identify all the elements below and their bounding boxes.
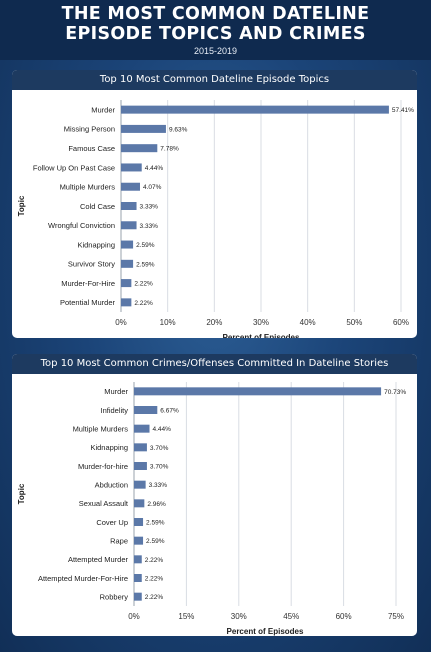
bar (134, 574, 142, 582)
crimes-chart-title: Top 10 Most Common Crimes/Offenses Commi… (12, 354, 417, 374)
x-axis-title: Percent of Episodes (227, 627, 304, 636)
value-label: 2.22% (134, 281, 153, 288)
bar (121, 240, 134, 249)
x-tick-label: 60% (393, 318, 409, 327)
bar (134, 406, 158, 414)
bar (121, 105, 389, 114)
x-tick-label: 0% (115, 318, 127, 327)
category-label: Survivor Story (68, 260, 115, 269)
value-label: 57.41% (392, 107, 414, 114)
value-label: 3.33% (149, 482, 168, 489)
bar (121, 124, 166, 133)
x-tick-label: 10% (160, 318, 176, 327)
crimes-bar-chart: 0% 15% 30% 45% 60% 75% Murder 70.73% Infidelity 6… (17, 382, 406, 636)
bar (134, 480, 146, 489)
category-label: Kidnapping (77, 240, 115, 249)
value-label: 2.59% (146, 538, 165, 545)
value-label: 4.44% (145, 165, 164, 172)
bar (134, 536, 144, 545)
page-subtitle: 2015-2019 (193, 46, 238, 56)
category-label: Murder (91, 105, 115, 114)
category-label: Abduction (95, 480, 128, 489)
value-label: 6.67% (160, 408, 179, 415)
category-label: Potential Murder (60, 298, 116, 307)
category-label: Infidelity (100, 406, 128, 415)
x-tick-label: 50% (346, 318, 362, 327)
bar (134, 555, 142, 564)
page-header: THE MOST COMMON DATELINE EPISODE TOPICS … (0, 0, 431, 60)
bar (134, 592, 142, 601)
value-label: 2.59% (136, 242, 155, 249)
x-tick-label: 0% (128, 612, 140, 621)
bar (134, 424, 150, 433)
bar (134, 499, 145, 508)
category-label: Murder (104, 387, 128, 396)
x-tick-label: 30% (253, 318, 269, 327)
bar (121, 144, 158, 153)
value-label: 9.63% (169, 126, 188, 133)
value-label: 3.70% (150, 445, 169, 452)
bar (134, 462, 147, 470)
bar (121, 221, 137, 230)
value-label: 3.33% (140, 223, 159, 230)
category-label: Attempted Murder (68, 555, 129, 564)
value-label: 2.22% (145, 576, 164, 583)
bar (134, 387, 382, 396)
page-title-line1: THE MOST COMMON DATELINE (61, 4, 370, 24)
bar (121, 259, 134, 268)
category-label: Cold Case (80, 202, 115, 211)
value-label: 4.07% (143, 184, 162, 191)
bar (121, 279, 132, 288)
bar (121, 202, 137, 210)
category-label: Sexual Assault (79, 499, 129, 508)
y-axis-title: Topic (17, 483, 26, 504)
category-label: Wrongful Conviction (48, 221, 115, 230)
x-tick-label: 20% (206, 318, 222, 327)
value-label: 70.73% (384, 389, 406, 396)
category-label: Multiple Murders (60, 183, 116, 192)
category-label: Missing Person (64, 125, 115, 134)
category-label: Kidnapping (90, 443, 128, 452)
category-label: Follow Up On Past Case (33, 163, 115, 172)
category-label: Robbery (100, 592, 129, 601)
page-title-line2: EPISODE TOPICS AND CRIMES (65, 24, 366, 44)
value-label: 4.44% (153, 426, 172, 433)
category-label: Cover Up (96, 518, 128, 527)
category-label: Murder-for-hire (78, 462, 128, 471)
category-label: Attempted Murder-For-Hire (38, 574, 128, 583)
category-label: Murder-For-Hire (61, 279, 115, 288)
value-label: 2.59% (136, 261, 155, 268)
value-label: 2.22% (134, 300, 153, 307)
x-axis-title: Percent of Episodes (223, 333, 300, 338)
y-axis-title: Topic (17, 195, 26, 216)
x-tick-label: 15% (178, 612, 194, 621)
crimes-chart-card: Top 10 Most Common Crimes/Offenses Commi… (12, 354, 417, 636)
value-label: 2.22% (145, 557, 164, 564)
category-label: Multiple Murders (73, 424, 129, 433)
topics-chart-card: Top 10 Most Common Dateline Episode Topi… (12, 70, 417, 338)
topics-bar-chart: 0% 10% 20% 30% 40% 50% 60% Murder 57.41% Missing … (17, 100, 414, 338)
bar (134, 443, 147, 452)
category-label: Rape (110, 536, 128, 545)
x-tick-label: 60% (336, 612, 352, 621)
value-label: 2.22% (145, 594, 164, 601)
bar (134, 518, 144, 526)
bar (121, 163, 142, 172)
bar (121, 298, 132, 307)
x-tick-label: 30% (231, 612, 247, 621)
x-tick-label: 40% (300, 318, 316, 327)
category-label: Famous Case (68, 144, 115, 153)
topics-chart-title: Top 10 Most Common Dateline Episode Topi… (12, 70, 417, 90)
value-label: 7.78% (160, 146, 179, 153)
value-label: 3.70% (150, 464, 169, 471)
value-label: 3.33% (140, 204, 159, 211)
value-label: 2.59% (146, 520, 165, 527)
bar (121, 182, 140, 191)
x-tick-label: 45% (283, 612, 299, 621)
x-tick-label: 75% (388, 612, 404, 621)
value-label: 2.96% (147, 501, 166, 508)
